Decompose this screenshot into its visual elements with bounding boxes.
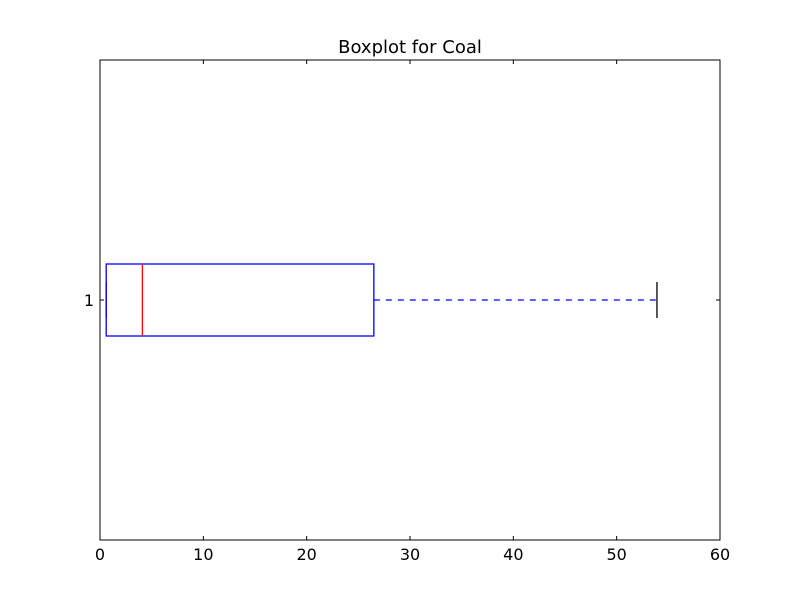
y-axis: 1	[84, 291, 720, 310]
y-tick-label: 1	[84, 291, 94, 310]
x-axis: 0 10 20 30 40 50 60	[95, 60, 730, 564]
x-tick-label: 20	[296, 545, 316, 564]
x-tick-label: 10	[193, 545, 213, 564]
box-series	[105, 263, 658, 337]
x-tick-label: 50	[606, 545, 626, 564]
x-tick-label: 0	[95, 545, 105, 564]
box	[105, 263, 375, 337]
x-tick-label: 30	[400, 545, 420, 564]
chart-title: Boxplot for Coal	[338, 37, 482, 58]
x-tick-label: 60	[710, 545, 730, 564]
x-tick-label: 40	[503, 545, 523, 564]
